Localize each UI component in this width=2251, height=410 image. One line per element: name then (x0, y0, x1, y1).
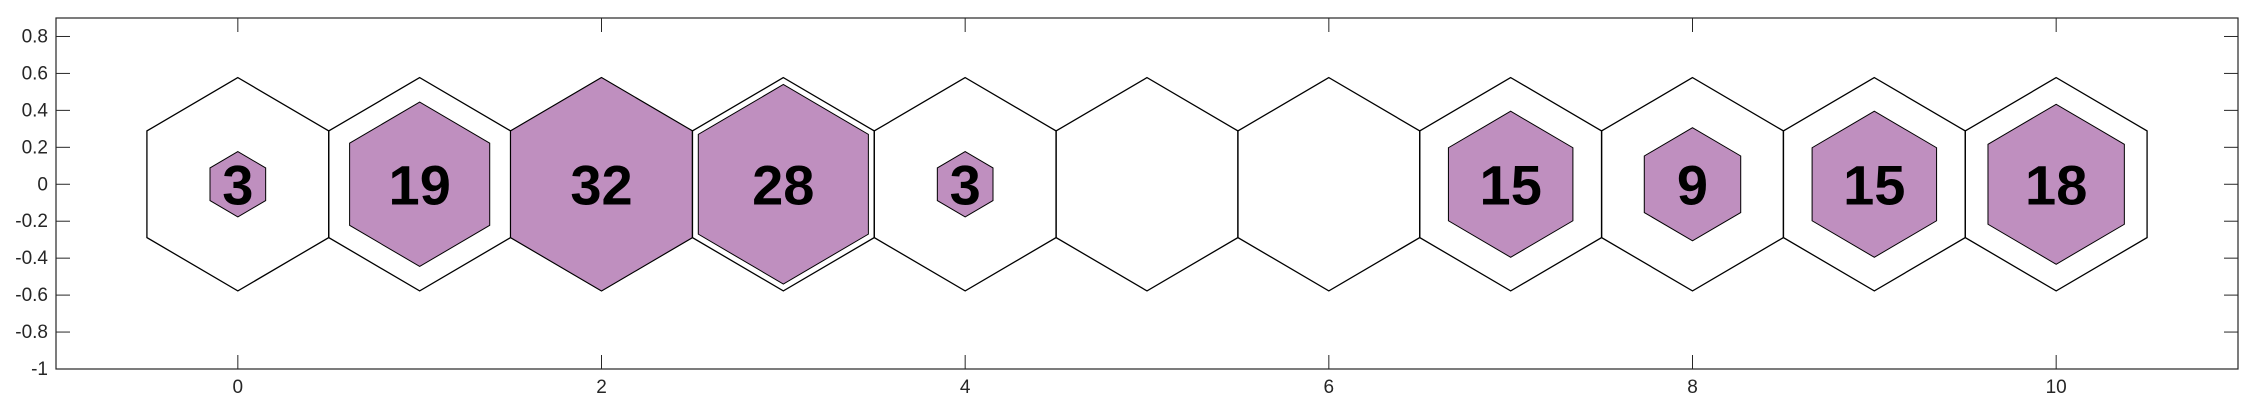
hit-hexagon (209, 151, 267, 218)
hex-cell: 9 (1600, 76, 1785, 292)
hit-hexagon (1811, 110, 1938, 258)
x-tick-label: 2 (596, 377, 607, 398)
x-tick-label: 4 (960, 377, 971, 398)
hex-cell: 15 (1419, 76, 1603, 292)
y-tick-label: 0.8 (22, 26, 48, 47)
hit-hexagon (1447, 110, 1574, 258)
hit-hexagon (349, 101, 491, 268)
hit-hexagon (936, 151, 994, 218)
hex-cell: 19 (328, 76, 512, 292)
hit-hexagon (697, 83, 869, 285)
hit-count-label: 9 (1677, 153, 1708, 216)
hit-count-label: 18 (2025, 153, 2087, 216)
hit-count-label: 3 (950, 153, 981, 216)
hit-hexagon (1643, 127, 1742, 242)
hit-count-label: 28 (752, 153, 814, 216)
hex-cell: 3 (873, 76, 1057, 292)
y-tick-label: 0 (37, 174, 48, 195)
hex-outline (1964, 76, 2148, 292)
x-tick-label: 0 (233, 377, 244, 398)
y-tick-label: -0.8 (15, 322, 48, 343)
hit-hexagon (1987, 103, 2125, 265)
y-tick-label: -0.2 (15, 211, 48, 232)
x-tick-label: 8 (1687, 377, 1698, 398)
x-axis: 0 2 4 6 8 10 (233, 18, 2067, 398)
y-axis: -1 -0.8 -0.6 -0.4 -0.2 0 0.2 0.4 0.6 0.8 (15, 26, 2238, 380)
hit-count-label: 32 (570, 153, 632, 216)
hit-count-label: 15 (1843, 153, 1905, 216)
y-tick-label: -0.6 (15, 285, 48, 306)
y-tick-label: 0.2 (22, 137, 48, 158)
y-tick-label: -0.4 (15, 248, 48, 269)
hit-count-label: 19 (389, 153, 451, 216)
hit-count-label: 3 (222, 153, 253, 216)
y-tick-label: 0.6 (22, 63, 48, 84)
x-tick-label: 6 (1324, 377, 1335, 398)
y-tick-label: 0.4 (22, 100, 49, 121)
hit-count-label: 15 (1480, 153, 1542, 216)
hex-cell: 15 (1782, 76, 1966, 292)
hexagon-cells: 3 19 32 28 3 15 9 15 18 (146, 76, 2148, 292)
hex-cell: 32 (509, 76, 694, 292)
hex-cell: 28 (691, 76, 875, 292)
y-tick-label: -1 (31, 359, 48, 380)
hex-cell: 18 (1964, 76, 2148, 292)
x-tick-label: 10 (2046, 377, 2067, 398)
